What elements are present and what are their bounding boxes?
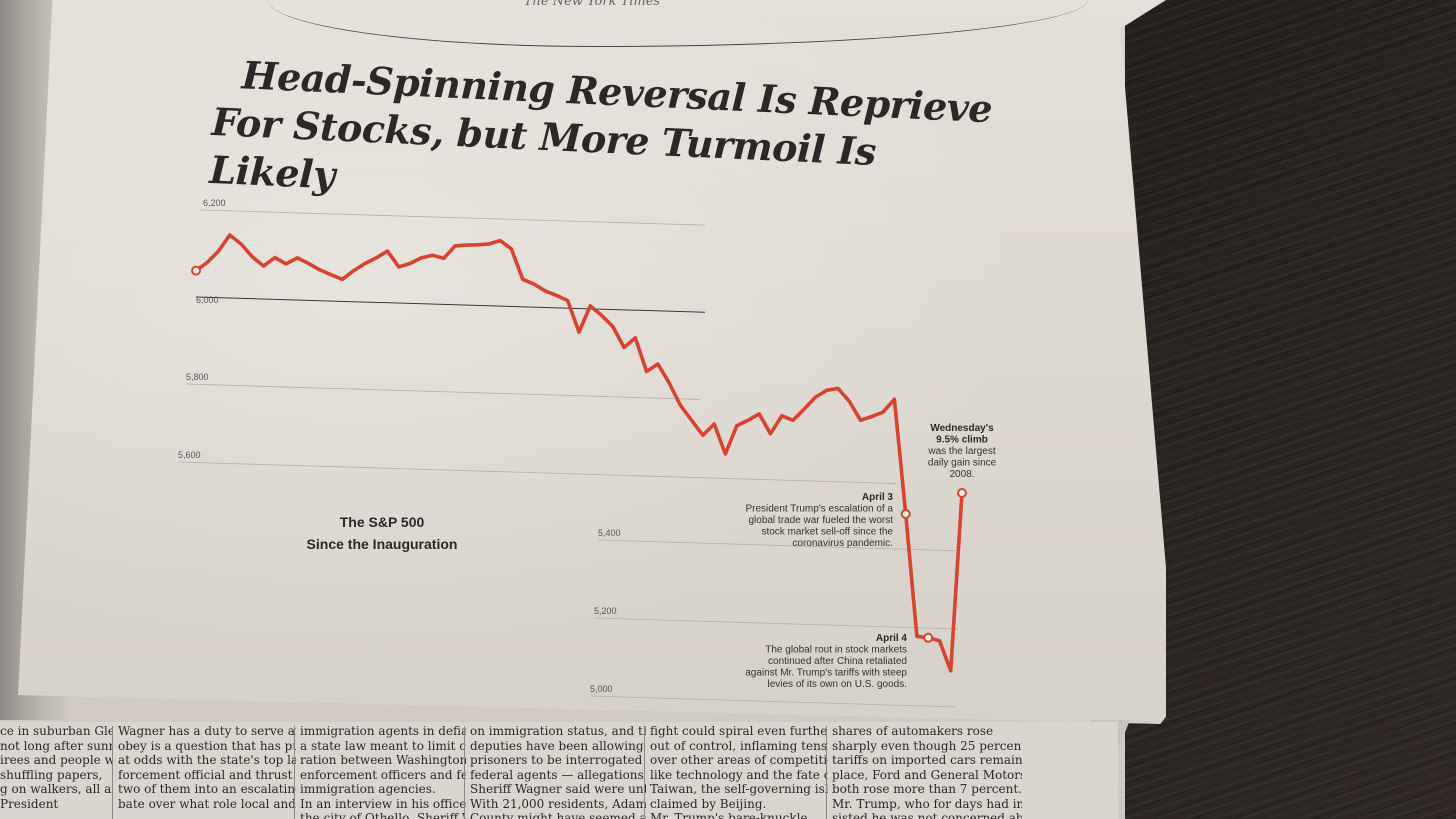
annotation-label: April 4: [876, 633, 908, 644]
annotation-text: was the largest: [927, 446, 995, 457]
annotation-text: The global rout in stock markets: [765, 645, 907, 656]
gridline: [177, 461, 897, 484]
april-4-marker: [923, 632, 934, 643]
article-line: enforcement officers and federal: [300, 767, 466, 782]
article-line: shuffling papers,: [0, 767, 103, 782]
y-tick-label: 5,000: [590, 684, 613, 694]
gridline: [589, 695, 956, 708]
article-line: fight could spiral even further: [650, 724, 828, 738]
article-line: bate over what role local and state: [118, 796, 296, 811]
wednesday-marker: [957, 488, 967, 498]
article-line: prisoners to be interrogated by: [470, 753, 646, 767]
article-column: shares of automakers rose sharply even th…: [832, 724, 1022, 819]
article-line: irees and people with: [0, 753, 112, 767]
article-column: on immigration status, and that deputies …: [470, 724, 646, 819]
annotation-text: daily gain since: [928, 458, 997, 469]
column-rule: [644, 726, 645, 819]
article-line: out of control, inflaming tensions: [650, 738, 828, 753]
april-3-marker: [900, 509, 911, 519]
chart-gridlines: [177, 209, 961, 708]
annotation-text: stock market sell-off since the: [761, 527, 893, 538]
annotation-text: coronavirus pandemic.: [792, 538, 893, 549]
annotation-text: levies of its own on U.S. goods.: [767, 679, 907, 690]
article-line: deputies have been allowing such: [470, 738, 646, 753]
article-line: immigration agents in defiance of: [300, 724, 466, 738]
y-tick-label: 6,200: [203, 198, 226, 208]
sp500-series-line: [194, 233, 964, 673]
annotation-label: April 3: [862, 492, 894, 503]
article-line: County might have seemed an: [470, 811, 646, 819]
annotation-text: 2008.: [949, 469, 974, 480]
gridline: [185, 383, 701, 400]
gridline: [597, 539, 961, 552]
y-tick-label: 6,000: [196, 295, 219, 305]
column-rule: [826, 726, 827, 819]
y-tick-label: 5,800: [186, 372, 209, 382]
column-rule: [112, 726, 113, 819]
article-line: immigration agencies.: [300, 782, 436, 796]
article-line: not long after sunrise,: [0, 738, 112, 753]
article-line: the city of Othello, Sheriff Wagner: [300, 811, 466, 819]
chart-series-layer: [191, 233, 967, 673]
annotation-text: against Mr. Trump's tariffs with steep: [745, 668, 907, 679]
article-line: In an interview in his office in: [300, 796, 466, 811]
article-line: like technology and the fate of: [650, 767, 828, 782]
article-line: ration between Washington's law: [300, 753, 466, 767]
article-line: tariffs on imported cars remain in: [832, 753, 1022, 767]
article-line: obey is a question that has put him: [118, 738, 296, 753]
newspaper-page: The New York Times: [18, 0, 1166, 724]
article-line: on immigration status, and that: [470, 724, 646, 738]
annotation-label: 9.5% climb: [936, 435, 988, 446]
article-line: Mr. Trump, who for days had in-: [832, 796, 1022, 811]
y-tick-label: 5,600: [178, 450, 201, 460]
article-line: a state law meant to limit collabo-: [300, 738, 466, 753]
article-line: forcement official and thrust the: [118, 767, 296, 782]
masthead-text: The New York Times: [523, 0, 661, 9]
article-line: Mr. Trump's bare-knuckle: [650, 811, 808, 819]
article-line: two of them into an escalating de-: [118, 782, 296, 796]
annotation-text: continued after China retaliated: [768, 656, 907, 667]
article-line: sharply even though 25 percent: [832, 738, 1022, 753]
y-tick-label: 5,200: [594, 606, 617, 616]
column-rule: [294, 726, 295, 819]
article-column: Wagner has a duty to serve and obey is a …: [118, 724, 296, 819]
y-tick-label: 5,400: [598, 528, 621, 538]
article-line: claimed by Beijing.: [650, 796, 767, 811]
annotation-text: President Trump's escalation of a: [745, 504, 893, 515]
article-column: fight could spiral even further out of co…: [650, 724, 828, 819]
article-line: at odds with the state's top law en-: [118, 753, 296, 767]
chart-title: The S&P 500: [340, 514, 425, 530]
article-line: both rose more than 7 percent.: [832, 782, 1022, 796]
article-line: With 21,000 residents, Adams: [470, 796, 646, 811]
column-rule: [464, 726, 465, 819]
annotation-text: global trade war fueled the worst: [748, 515, 893, 526]
article-line: Sheriff Wagner said were untrue.: [470, 782, 646, 796]
article-line: over other areas of competition: [650, 753, 828, 767]
article-line: federal agents — allegations that: [470, 767, 646, 782]
article-column: immigration agents in defiance ofa state…: [300, 724, 466, 819]
gridline: [593, 617, 959, 630]
article-line: President: [0, 796, 59, 811]
article-line: Taiwan, the self-governing island: [650, 782, 828, 796]
chart-subtitle: Since the Inauguration: [307, 536, 458, 552]
article-line: g on walkers, all anx-: [0, 782, 112, 796]
article-line: Wagner has a duty to serve and: [118, 724, 296, 738]
annotation-label: Wednesday's: [930, 423, 994, 434]
chart-tick-labels: 6,200 6,000 5,800 5,600 5,400 5,200 5,000: [178, 198, 621, 694]
article-line: shares of automakers rose: [832, 724, 994, 738]
article-line: sisted he was not concerned about: [832, 811, 1022, 819]
article-line: place, Ford and General Motors: [832, 767, 1022, 782]
chart-title-block: The S&P 500 Since the Inauguration: [307, 514, 458, 552]
gridline: [195, 296, 706, 313]
start-marker: [191, 265, 201, 276]
gridline: [199, 209, 706, 226]
